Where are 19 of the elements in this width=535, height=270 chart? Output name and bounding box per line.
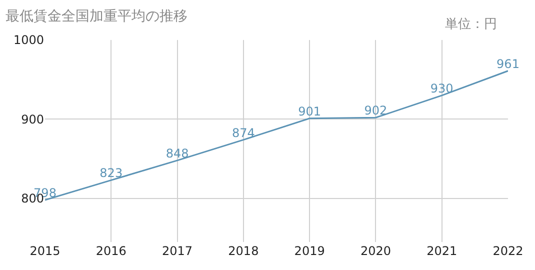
x-tick-label: 2018 [228, 244, 259, 258]
x-tick-label: 2015 [30, 244, 60, 258]
y-tick-label: 900 [21, 112, 44, 126]
x-tick-label: 2021 [426, 244, 458, 258]
x-tick-label: 2020 [360, 244, 391, 258]
x-tick-label: 2016 [96, 244, 126, 258]
data-label: 902 [364, 104, 388, 118]
data-label: 930 [430, 81, 454, 96]
x-tick-label: 2019 [294, 244, 325, 258]
y-tick-label: 1000 [13, 33, 44, 48]
data-label: 901 [298, 104, 322, 118]
x-tick-label: 2017 [162, 244, 193, 258]
data-label: 848 [166, 146, 189, 160]
x-tick-label: 2022 [492, 244, 524, 258]
data-label: 823 [100, 166, 123, 180]
data-label: 874 [232, 126, 255, 140]
chart-title: 最低賃金全国加重平均の推移 [5, 8, 188, 25]
data-label: 961 [496, 56, 520, 71]
text: 単位：円 [445, 17, 497, 32]
